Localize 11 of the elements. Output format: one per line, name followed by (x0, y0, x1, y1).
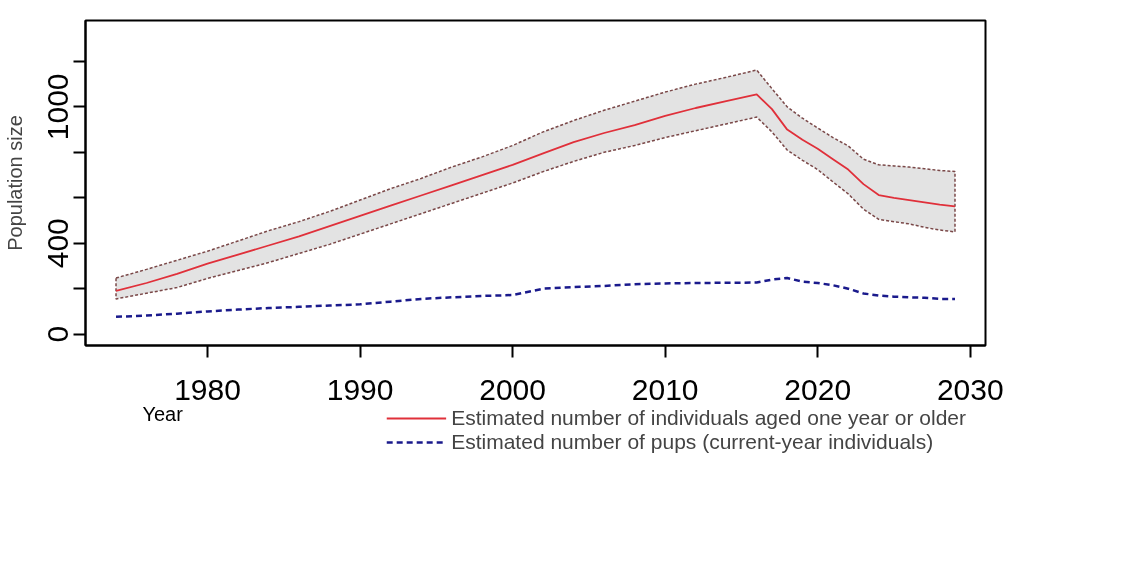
x-tick-label: 1990 (326, 372, 394, 406)
x-tick-label: 2000 (479, 372, 546, 406)
y-axis-title: Population size (3, 115, 26, 251)
legend-label: Estimated number of individuals aged one year or older (451, 406, 966, 430)
legend-label: Estimated number of pups (current-year individuals) (451, 430, 934, 454)
x-tick-label: 2010 (631, 372, 699, 406)
y-tick-label: 400 (41, 218, 75, 269)
x-tick-label: 2020 (784, 372, 852, 406)
x-tick-label: 2030 (936, 372, 1004, 406)
y-tick-label: 1000 (41, 73, 75, 141)
y-tick-label: 0 (41, 325, 75, 343)
